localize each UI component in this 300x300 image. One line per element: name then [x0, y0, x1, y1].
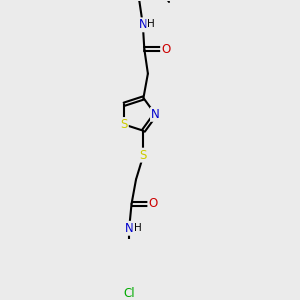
- Text: H: H: [134, 223, 141, 233]
- Text: S: S: [140, 148, 147, 162]
- Text: N: N: [151, 108, 160, 121]
- Text: H: H: [147, 19, 155, 29]
- Text: O: O: [148, 197, 158, 210]
- Text: N: N: [125, 222, 134, 235]
- Text: N: N: [139, 18, 147, 31]
- Text: O: O: [161, 43, 170, 56]
- Text: Cl: Cl: [123, 287, 135, 300]
- Text: S: S: [121, 118, 128, 131]
